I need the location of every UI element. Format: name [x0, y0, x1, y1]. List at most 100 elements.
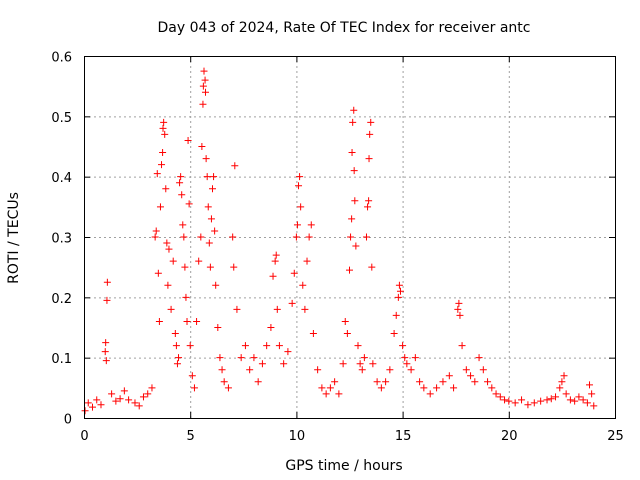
data-point [220, 378, 228, 386]
data-point [439, 378, 447, 386]
data-point [102, 357, 110, 365]
data-point [153, 170, 161, 178]
x-tick-label: 20 [501, 429, 518, 444]
data-point [392, 311, 400, 319]
data-point [241, 342, 249, 350]
x-tick-label: 15 [395, 429, 412, 444]
data-point [377, 384, 385, 392]
data-point [182, 293, 190, 301]
data-point [162, 185, 170, 193]
data-point [267, 324, 275, 331]
data-point [199, 82, 207, 90]
data-point [373, 378, 381, 386]
data-point [250, 354, 258, 362]
data-point [335, 390, 343, 398]
data-point [152, 227, 160, 235]
data-point [173, 360, 181, 368]
data-point [471, 378, 479, 386]
data-point [456, 311, 464, 319]
data-point [197, 233, 205, 241]
data-point [176, 179, 184, 187]
data-point [368, 263, 376, 271]
data-point [426, 390, 434, 398]
data-point [171, 330, 179, 338]
y-tick-label: 0 [64, 413, 72, 428]
data-point [301, 305, 309, 313]
data-point [290, 269, 298, 277]
data-point [210, 173, 218, 181]
data-point [163, 239, 171, 247]
data-point [230, 263, 238, 271]
data-point [172, 342, 180, 350]
data-point [369, 360, 377, 368]
data-point [326, 384, 334, 392]
data-point [583, 399, 591, 407]
data-point [360, 354, 368, 362]
data-point [307, 221, 315, 229]
data-point [455, 299, 463, 307]
data-point [562, 390, 570, 398]
data-point [159, 124, 167, 132]
data-point [403, 360, 411, 368]
data-point [84, 399, 92, 407]
data-point [367, 118, 375, 126]
data-point [81, 407, 89, 415]
x-tick-label: 0 [80, 429, 88, 444]
data-point [284, 348, 292, 356]
data-point [212, 281, 220, 289]
data-point [488, 384, 496, 392]
data-point [181, 263, 189, 271]
data-point [293, 221, 301, 229]
data-point [492, 390, 500, 398]
data-point [97, 401, 105, 409]
data-point [396, 287, 404, 295]
data-point [350, 167, 358, 175]
data-point [309, 330, 317, 338]
data-point [193, 317, 201, 325]
data-point [411, 354, 419, 362]
x-tick-label: 25 [607, 429, 624, 444]
data-point [204, 203, 212, 211]
data-point [299, 281, 307, 289]
data-point [314, 366, 322, 374]
data-point [151, 233, 159, 241]
data-point [200, 67, 208, 75]
data-point [501, 396, 509, 404]
data-point [364, 203, 372, 211]
y-tick-label: 0.2 [51, 292, 72, 307]
data-point [148, 384, 156, 392]
data-point [450, 384, 458, 392]
data-point [154, 269, 162, 277]
data-point [352, 242, 360, 250]
data-point [103, 278, 111, 286]
data-point [167, 305, 175, 313]
data-point [160, 118, 168, 126]
data-point [258, 360, 266, 368]
data-point [263, 342, 271, 350]
data-point [273, 305, 281, 313]
data-point [165, 245, 173, 253]
data-point [354, 342, 362, 350]
data-point [269, 272, 277, 280]
data-point [575, 393, 583, 401]
data-point [349, 118, 357, 126]
data-point [524, 401, 532, 409]
data-point [272, 251, 280, 259]
data-point [588, 390, 596, 398]
data-point [112, 397, 120, 405]
data-point [558, 378, 566, 386]
data-point [229, 233, 237, 241]
y-tick-label: 0.6 [51, 51, 72, 66]
data-point [445, 372, 453, 380]
data-point [205, 239, 213, 247]
data-point [280, 360, 288, 368]
data-point [318, 384, 326, 392]
data-point [331, 378, 339, 386]
data-point [93, 396, 101, 404]
data-point [103, 296, 111, 304]
y-tick-label: 0.4 [51, 171, 72, 186]
x-tick-label: 5 [187, 429, 195, 444]
data-point [186, 342, 194, 350]
data-point [390, 330, 398, 338]
data-point [183, 317, 191, 325]
